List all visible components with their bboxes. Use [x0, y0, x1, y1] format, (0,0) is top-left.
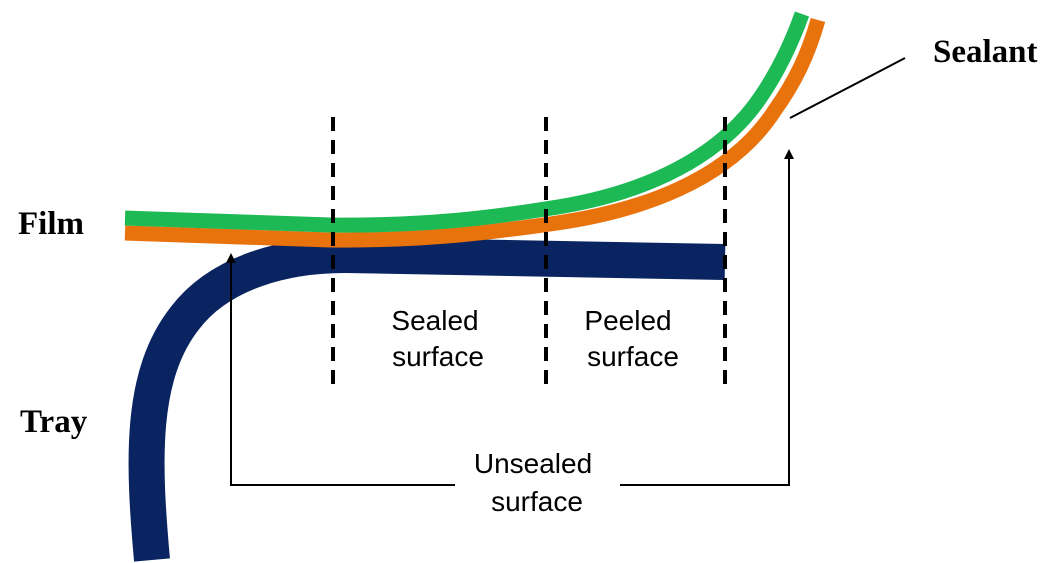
sealant-layer: [124, 17, 826, 248]
film-label: Film: [18, 206, 84, 242]
sealed-surface-label-line2: surface: [392, 341, 484, 372]
film-layer: [124, 11, 810, 233]
unsealed-left-arrow: [226, 253, 455, 486]
unsealed-surface-label-line1: Unsealed: [474, 448, 592, 479]
sealant-leader-line: [789, 57, 906, 119]
sealant-label: Sealant: [933, 34, 1038, 70]
tray-shape: [128, 236, 726, 562]
sealed-surface-label-line1: Sealed: [391, 305, 478, 336]
peeled-surface-label-line1: Peeled: [584, 305, 671, 336]
unsealed-right-arrow: [620, 149, 794, 486]
peeled-surface-label-line2: surface: [587, 341, 679, 372]
tray-label: Tray: [20, 404, 88, 440]
unsealed-surface-label-line2: surface: [491, 486, 583, 517]
